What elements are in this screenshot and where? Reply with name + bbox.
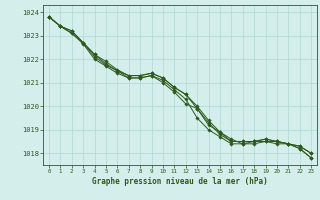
X-axis label: Graphe pression niveau de la mer (hPa): Graphe pression niveau de la mer (hPa): [92, 177, 268, 186]
